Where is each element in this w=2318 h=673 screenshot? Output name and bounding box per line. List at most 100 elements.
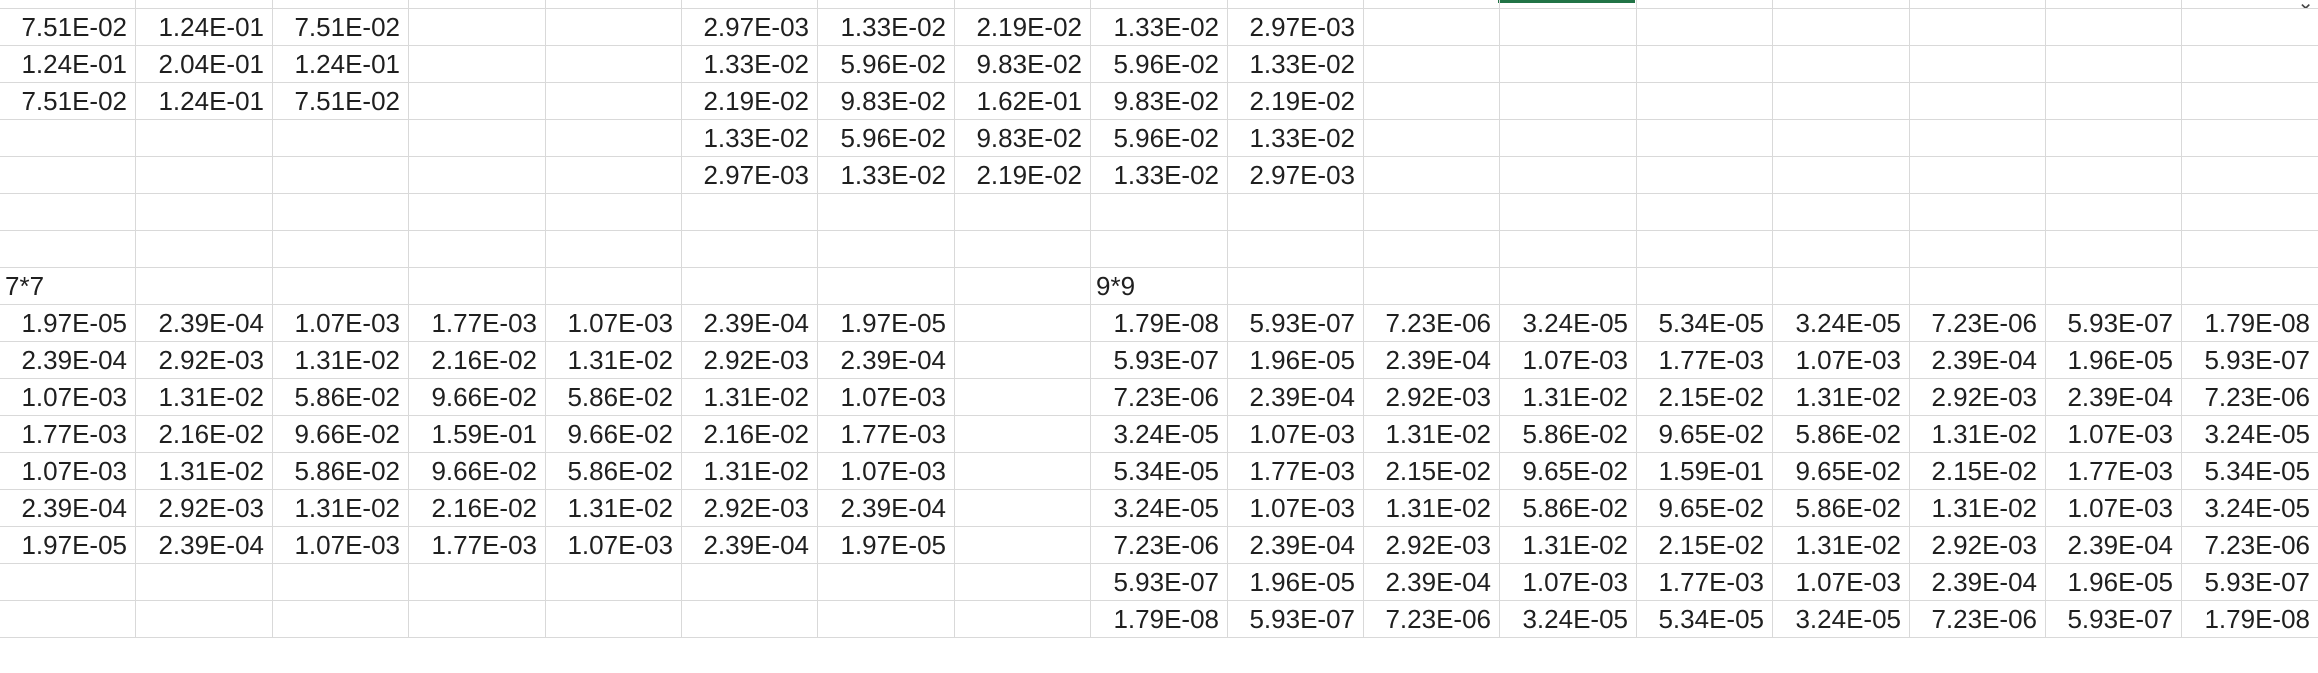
kernel-value-cell[interactable]: 2.39E-04 xyxy=(136,305,273,342)
kernel-value-cell[interactable]: 2.92E-03 xyxy=(136,342,273,379)
empty-cell[interactable] xyxy=(1500,0,1637,9)
kernel-value-cell[interactable]: 1.31E-02 xyxy=(1500,379,1637,416)
kernel-value-cell[interactable]: 1.79E-08 xyxy=(2182,305,2318,342)
kernel-value-cell[interactable]: 2.97E-03 xyxy=(682,157,818,194)
empty-cell[interactable] xyxy=(955,305,1091,342)
kernel-value-cell[interactable]: 1.33E-02 xyxy=(1091,9,1228,46)
kernel-value-cell[interactable]: 7.23E-06 xyxy=(1091,379,1228,416)
kernel-value-cell[interactable]: 2.39E-04 xyxy=(1910,342,2046,379)
kernel-value-cell[interactable]: 1.97E-05 xyxy=(818,305,955,342)
kernel-value-cell[interactable]: 3.24E-05 xyxy=(2182,416,2318,453)
kernel-value-cell[interactable]: 2.16E-02 xyxy=(409,490,546,527)
kernel-value-cell[interactable]: 5.34E-05 xyxy=(1091,453,1228,490)
empty-cell[interactable] xyxy=(1910,194,2046,231)
kernel-value-cell[interactable]: 1.96E-05 xyxy=(2046,564,2182,601)
kernel-value-cell[interactable]: 2.39E-04 xyxy=(2046,379,2182,416)
kernel-value-cell[interactable]: 5.96E-02 xyxy=(818,46,955,83)
empty-cell[interactable] xyxy=(1091,231,1228,268)
empty-cell[interactable] xyxy=(2182,231,2318,268)
kernel-value-cell[interactable]: 1.79E-08 xyxy=(1091,305,1228,342)
kernel-value-cell[interactable]: 3.24E-05 xyxy=(1773,601,1910,638)
kernel-value-cell[interactable]: 2.19E-02 xyxy=(1228,83,1364,120)
kernel-value-cell[interactable]: 2.19E-02 xyxy=(682,83,818,120)
empty-cell[interactable] xyxy=(1910,157,2046,194)
empty-cell[interactable] xyxy=(1773,83,1910,120)
empty-cell[interactable] xyxy=(546,564,682,601)
empty-cell[interactable] xyxy=(1364,46,1500,83)
empty-cell[interactable] xyxy=(136,231,273,268)
empty-cell[interactable] xyxy=(1910,9,2046,46)
kernel-value-cell[interactable]: 1.31E-02 xyxy=(1364,490,1500,527)
kernel-value-cell[interactable]: 1.07E-03 xyxy=(546,305,682,342)
kernel-value-cell[interactable]: 2.15E-02 xyxy=(1637,527,1773,564)
kernel-value-cell[interactable]: 1.07E-03 xyxy=(818,453,955,490)
kernel-value-cell[interactable]: 2.92E-03 xyxy=(1910,379,2046,416)
kernel-value-cell[interactable]: 7.51E-02 xyxy=(273,83,409,120)
kernel-value-cell[interactable]: 2.92E-03 xyxy=(1364,379,1500,416)
empty-cell[interactable] xyxy=(1773,157,1910,194)
empty-cell[interactable] xyxy=(682,564,818,601)
kernel-value-cell[interactable]: 1.07E-03 xyxy=(1228,490,1364,527)
empty-cell[interactable] xyxy=(1364,120,1500,157)
kernel-value-cell[interactable]: 2.92E-03 xyxy=(682,342,818,379)
empty-cell[interactable] xyxy=(818,0,955,9)
kernel-value-cell[interactable]: 5.93E-07 xyxy=(1091,564,1228,601)
empty-cell[interactable] xyxy=(1091,194,1228,231)
kernel-value-cell[interactable]: 5.93E-07 xyxy=(2182,564,2318,601)
empty-cell[interactable] xyxy=(682,601,818,638)
empty-cell[interactable] xyxy=(409,9,546,46)
empty-cell[interactable] xyxy=(1773,268,1910,305)
kernel-value-cell[interactable]: 2.39E-04 xyxy=(0,342,136,379)
empty-cell[interactable] xyxy=(1364,83,1500,120)
kernel-value-cell[interactable]: 7.51E-02 xyxy=(0,9,136,46)
empty-cell[interactable] xyxy=(136,157,273,194)
kernel-value-cell[interactable]: 1.77E-03 xyxy=(1637,342,1773,379)
kernel-value-cell[interactable]: 1.07E-03 xyxy=(1500,342,1637,379)
kernel-value-cell[interactable]: 9.66E-02 xyxy=(409,453,546,490)
kernel-value-cell[interactable]: 9.66E-02 xyxy=(273,416,409,453)
kernel-value-cell[interactable]: 7.23E-06 xyxy=(1910,305,2046,342)
empty-cell[interactable] xyxy=(955,0,1091,9)
empty-cell[interactable] xyxy=(2182,194,2318,231)
empty-cell[interactable] xyxy=(1228,0,1364,9)
empty-cell[interactable] xyxy=(955,490,1091,527)
empty-cell[interactable] xyxy=(2046,194,2182,231)
kernel-value-cell[interactable]: 1.24E-01 xyxy=(136,83,273,120)
kernel-value-cell[interactable]: 1.97E-05 xyxy=(818,527,955,564)
empty-cell[interactable] xyxy=(955,416,1091,453)
kernel-value-cell[interactable]: 2.19E-02 xyxy=(955,9,1091,46)
kernel-value-cell[interactable]: 2.39E-04 xyxy=(682,527,818,564)
kernel-value-cell[interactable]: 2.39E-04 xyxy=(682,305,818,342)
empty-cell[interactable] xyxy=(1500,83,1637,120)
kernel-value-cell[interactable]: 1.24E-01 xyxy=(136,9,273,46)
empty-cell[interactable] xyxy=(1773,231,1910,268)
empty-cell[interactable] xyxy=(1637,268,1773,305)
empty-cell[interactable] xyxy=(955,379,1091,416)
empty-cell[interactable] xyxy=(136,564,273,601)
kernel-value-cell[interactable]: 1.33E-02 xyxy=(682,120,818,157)
empty-cell[interactable] xyxy=(682,194,818,231)
kernel-value-cell[interactable]: 9.66E-02 xyxy=(546,416,682,453)
kernel-value-cell[interactable]: 1.62E-01 xyxy=(955,83,1091,120)
kernel-value-cell[interactable]: 1.31E-02 xyxy=(273,342,409,379)
empty-cell[interactable] xyxy=(1364,157,1500,194)
kernel-value-cell[interactable]: 1.79E-08 xyxy=(1091,601,1228,638)
empty-cell[interactable] xyxy=(409,268,546,305)
kernel-value-cell[interactable]: 2.39E-04 xyxy=(1364,564,1500,601)
empty-cell[interactable] xyxy=(273,601,409,638)
kernel-value-cell[interactable]: 1.07E-03 xyxy=(1773,342,1910,379)
empty-cell[interactable] xyxy=(1228,268,1364,305)
kernel-value-cell[interactable]: 1.31E-02 xyxy=(1910,416,2046,453)
kernel-value-cell[interactable]: 3.24E-05 xyxy=(1091,490,1228,527)
empty-cell[interactable] xyxy=(2046,157,2182,194)
block-title[interactable]: 5*5 xyxy=(682,0,818,9)
kernel-value-cell[interactable]: 2.39E-04 xyxy=(1228,527,1364,564)
empty-cell[interactable] xyxy=(682,268,818,305)
empty-cell[interactable] xyxy=(1637,46,1773,83)
empty-cell[interactable] xyxy=(0,601,136,638)
empty-cell[interactable] xyxy=(2046,9,2182,46)
empty-cell[interactable] xyxy=(546,194,682,231)
empty-cell[interactable] xyxy=(1773,194,1910,231)
empty-cell[interactable] xyxy=(409,0,546,9)
empty-cell[interactable] xyxy=(273,231,409,268)
